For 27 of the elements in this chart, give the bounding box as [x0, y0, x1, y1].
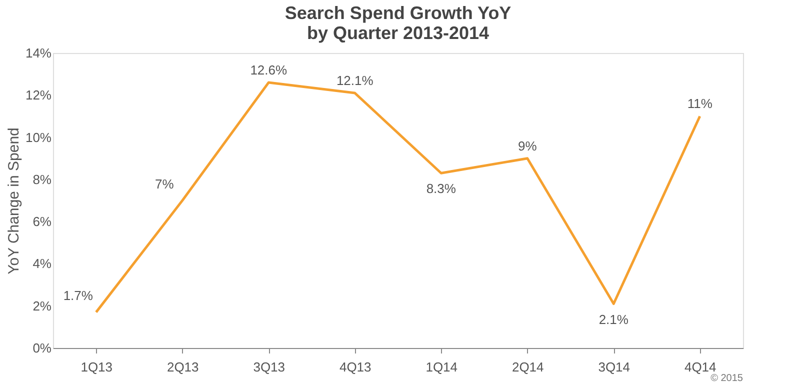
- x-tick-label: 4Q13: [339, 360, 372, 374]
- data-label: 8.3%: [426, 181, 456, 196]
- text: © 2015: [710, 373, 744, 384]
- y-tick-label: 4%: [32, 256, 52, 272]
- chart-title: Search Spend Growth YoY by Quarter 2013-2014: [284, 3, 512, 43]
- x-tick-label: 2Q13: [166, 360, 199, 374]
- data-label: 9%: [518, 138, 538, 154]
- y-axis-title: YoY Change in Spend: [5, 128, 22, 274]
- data-label: 12.6%: [250, 62, 288, 78]
- data-label: 11%: [687, 96, 713, 112]
- data-label: 12.1%: [336, 73, 374, 88]
- y-tick-label: 6%: [32, 214, 52, 230]
- data-label: 2.1%: [598, 312, 629, 327]
- y-tick-label: 8%: [32, 172, 52, 187]
- y-tick-label: 14%: [25, 46, 52, 60]
- x-tick-label: 3Q13: [253, 360, 286, 374]
- data-label: 1.7%: [63, 288, 94, 304]
- data-label: 7%: [154, 176, 174, 192]
- x-tick-label: 1Q13: [80, 360, 113, 374]
- y-tick-label: 10%: [25, 130, 52, 145]
- x-tick-label: 4Q14: [684, 360, 716, 374]
- x-tick-label: 2Q14: [512, 360, 544, 374]
- y-tick-label: 2%: [32, 298, 52, 314]
- x-tick-label: 3Q14: [598, 360, 630, 374]
- x-tick-label: 1Q14: [426, 360, 458, 374]
- y-tick-label: 0%: [32, 340, 52, 356]
- y-tick-label: 12%: [25, 88, 52, 103]
